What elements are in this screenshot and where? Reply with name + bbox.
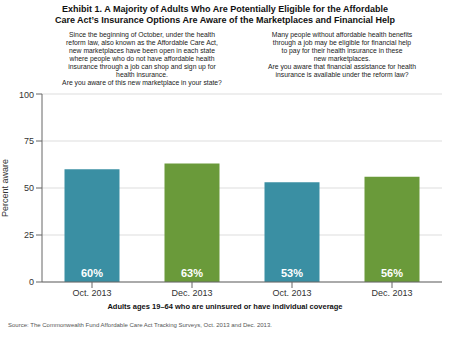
svg-text:100: 100 <box>19 90 34 100</box>
svg-text:25: 25 <box>24 230 34 240</box>
html-text:Exhibit 1. A Majority of Adult: Exhibit 1. A Majority of Adults Who Are … <box>54 4 395 25</box>
svg-text:Percent aware: Percent aware <box>8 159 10 217</box>
svg-text:53%: 53% <box>281 267 303 279</box>
svg-text:Oct. 2013: Oct. 2013 <box>72 288 111 298</box>
html-text:Many people without affordable: Many people without affordable health be… <box>267 31 416 78</box>
svg-text:Dec. 2013: Dec. 2013 <box>371 288 412 298</box>
svg-text:75: 75 <box>24 136 34 146</box>
html-text:Source: The Commonwealth Fund: Source: The Commonwealth Fund Affordable… <box>8 322 272 328</box>
html-text:Adults ages 19–64 who are unin: Adults ages 19–64 who are uninsured or h… <box>107 302 343 311</box>
svg-text:56%: 56% <box>381 267 403 279</box>
svg-text:50: 50 <box>24 183 34 193</box>
svg-text:63%: 63% <box>181 267 203 279</box>
svg-text:Dec. 2013: Dec. 2013 <box>171 288 212 298</box>
html-text:Since the beginning of October: Since the beginning of October, under th… <box>62 31 222 86</box>
svg-text:60%: 60% <box>81 267 103 279</box>
svg-text:0: 0 <box>29 277 34 287</box>
svg-text:Oct. 2013: Oct. 2013 <box>272 288 311 298</box>
